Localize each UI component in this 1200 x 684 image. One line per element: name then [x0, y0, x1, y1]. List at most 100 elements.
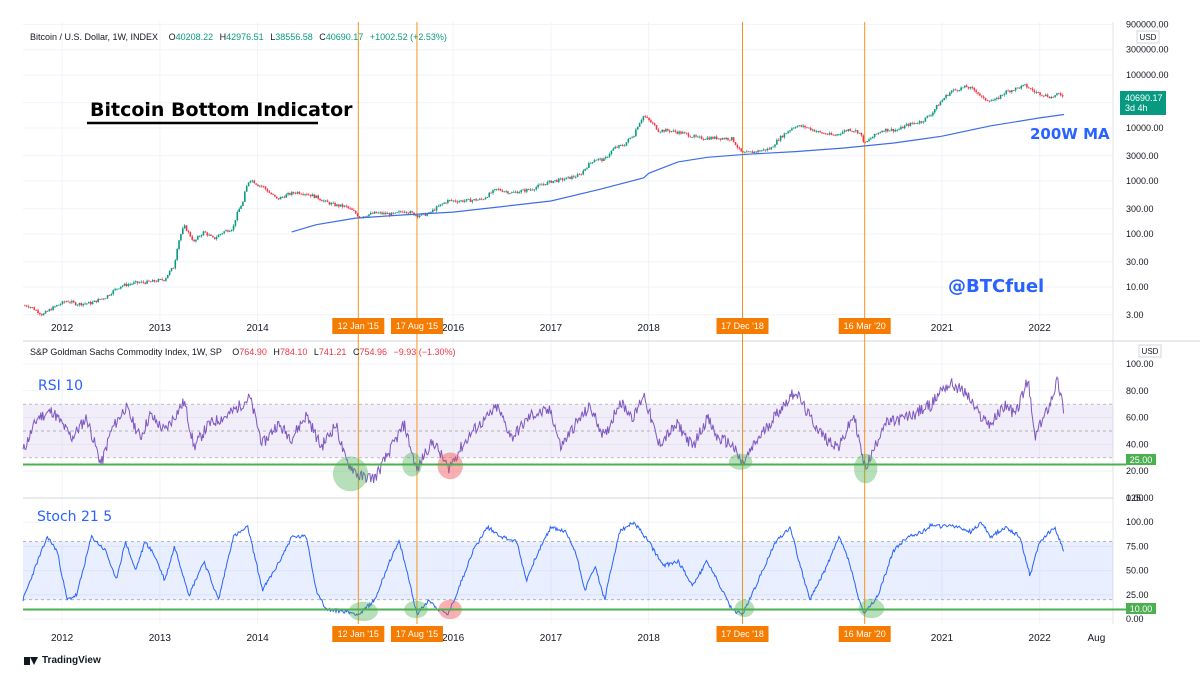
candle-body — [157, 279, 160, 282]
candle-body — [1037, 92, 1039, 93]
candle-body — [490, 192, 492, 194]
candle-body — [332, 202, 334, 204]
candle-body — [593, 160, 596, 163]
candle-body — [717, 138, 720, 140]
candle-body — [855, 130, 857, 132]
indicator-header-name: S&P Goldman Sachs Commodity Index, 1W, S… — [30, 347, 222, 357]
candle-body — [245, 186, 248, 192]
candle-body — [469, 198, 472, 202]
candle-body — [200, 235, 203, 237]
candle-body — [762, 149, 765, 151]
candle-body — [606, 156, 609, 158]
price-x-tick: 2021 — [931, 323, 954, 334]
candle-body — [571, 176, 573, 179]
candle-body — [114, 288, 116, 291]
candle-body — [956, 89, 959, 91]
candle-body — [531, 189, 534, 191]
candle-body — [1018, 87, 1021, 89]
price-currency-box[interactable] — [1136, 30, 1160, 44]
candle-body — [599, 158, 601, 160]
candle-body — [1007, 90, 1009, 92]
rsi-y-tick: 20.00 — [1126, 466, 1149, 476]
price-pane-bg[interactable] — [23, 22, 1113, 319]
tradingview-logo-icon — [24, 656, 38, 665]
candle-body — [386, 213, 389, 215]
candle-body — [783, 133, 786, 138]
candle-body — [69, 302, 71, 303]
candle-body — [338, 204, 340, 207]
candle-body — [680, 131, 682, 134]
candle-body — [1054, 95, 1056, 97]
candle-body — [616, 146, 618, 148]
candle-body — [860, 132, 863, 136]
candle-body — [625, 142, 628, 146]
candles-layer — [24, 82, 1064, 317]
stoch-level-value: 10.00 — [1130, 604, 1153, 614]
candle-body — [612, 148, 615, 151]
candle-body — [1048, 96, 1051, 99]
event-date-tag — [716, 626, 769, 642]
candle-body — [702, 138, 705, 140]
candle-body — [980, 95, 983, 97]
candle-body — [537, 184, 539, 188]
candle-body — [638, 123, 641, 127]
candle-body — [319, 198, 321, 201]
rsi-series-line — [22, 376, 1065, 484]
candle-body — [366, 216, 368, 218]
candle-body — [941, 100, 944, 102]
candle-body — [557, 178, 560, 182]
candle-body — [142, 281, 145, 283]
stoch-series-line — [22, 521, 1065, 617]
rsi-y-tick: 100.00 — [1126, 359, 1154, 369]
candle-body — [343, 205, 346, 207]
candle-body — [804, 125, 806, 128]
candle-body — [95, 300, 98, 303]
candle-body — [71, 300, 73, 303]
candle-body — [170, 268, 173, 271]
candle-body — [61, 301, 64, 305]
candle-body — [883, 130, 885, 132]
candle-body — [1005, 90, 1008, 94]
candle-body — [768, 148, 771, 150]
candle-body — [347, 206, 350, 208]
candle-body — [712, 137, 714, 139]
candle-body — [689, 136, 692, 138]
candle-body — [146, 280, 148, 284]
candle-body — [738, 147, 741, 149]
band-layer — [23, 403, 1113, 601]
event-date-tag — [716, 318, 769, 334]
tradingview-brand[interactable]: TradingView — [24, 655, 101, 666]
price-header-change: +1002.52 (+2.53%) — [370, 32, 447, 42]
candle-body — [304, 194, 306, 195]
candle-body — [808, 127, 810, 129]
candle-body — [975, 90, 977, 93]
candle-body — [719, 138, 722, 140]
candle-body — [890, 128, 893, 131]
candle-body — [556, 180, 558, 182]
candle-body — [561, 178, 564, 181]
candle-body — [91, 302, 94, 305]
price-header-o-label: O — [169, 32, 176, 42]
candle-body — [213, 237, 216, 240]
candle-body — [659, 131, 662, 133]
event-date-tag — [390, 626, 443, 642]
candle-body — [853, 131, 855, 132]
candle-body — [973, 88, 976, 91]
candle-body — [317, 195, 319, 199]
candle-body — [165, 278, 167, 281]
price-header-h-label: H — [220, 32, 227, 42]
candle-body — [620, 145, 622, 146]
candle-body — [700, 136, 703, 139]
candle-body — [1039, 92, 1041, 96]
candle-body — [512, 191, 515, 193]
indicator-currency-box[interactable] — [1138, 344, 1162, 358]
rsi-y-tick: 80.00 — [1126, 386, 1149, 396]
candle-body — [777, 139, 780, 141]
candle-body — [821, 132, 823, 134]
ma-200w-line — [291, 113, 1065, 233]
candle-body — [300, 193, 303, 195]
candle-body — [742, 151, 744, 153]
candle-body — [667, 129, 669, 131]
candle-body — [730, 137, 733, 140]
